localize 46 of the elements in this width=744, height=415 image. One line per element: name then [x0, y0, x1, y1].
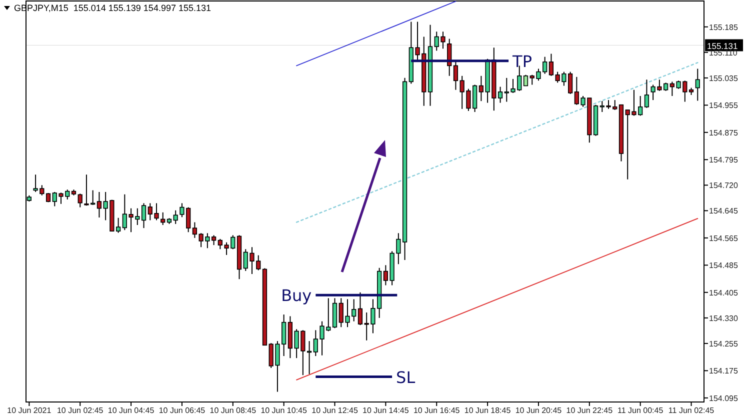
x-tick-label: 10 Jun 08:45 — [210, 406, 257, 415]
candlestick — [695, 68, 700, 102]
candlestick — [548, 53, 554, 76]
candlestick — [644, 79, 650, 108]
y-tick-label: 154.405 — [709, 288, 738, 298]
ref-line-label: 155.131 — [707, 40, 738, 51]
ref-line-label: SL — [396, 368, 416, 387]
y-tick-label: 154.095 — [709, 394, 738, 403]
x-tick-label: 10 Jun 14:45 — [362, 406, 410, 415]
candlestick — [192, 222, 198, 238]
candlestick — [453, 60, 458, 90]
y-tick-label: 155.185 — [709, 22, 738, 32]
candlestick — [332, 298, 338, 329]
candlestick — [211, 234, 216, 246]
x-tick-label: 11 Jun 00:45 — [618, 406, 664, 415]
y-tick-label: 154.565 — [709, 234, 738, 243]
candlestick — [498, 86, 503, 104]
ref-line-label: Buy — [281, 286, 312, 306]
x-tick-label: 10 Jun 04:45 — [108, 406, 155, 415]
candlestick — [160, 212, 166, 226]
y-tick-label: 155.035 — [709, 74, 738, 83]
candlestick — [358, 292, 363, 326]
candlestick — [78, 193, 82, 208]
y-tick-label: 154.255 — [709, 339, 738, 348]
candlestick — [523, 74, 528, 86]
y-tick-label: 154.720 — [709, 181, 738, 190]
candlestick — [141, 202, 146, 229]
x-tick-label: 10 Jun 06:45 — [158, 406, 206, 415]
y-tick-label: 154.175 — [709, 366, 738, 376]
x-tick-label: 10 Jun 2021 — [7, 406, 52, 415]
x-tick-label: 10 Jun 16:45 — [413, 406, 460, 415]
x-tick-label: 10 Jun 18:45 — [464, 406, 512, 415]
x-tick-label: 10 Jun 22:45 — [566, 406, 614, 415]
y-tick-label: 154.485 — [709, 261, 738, 270]
y-tick-label: 154.795 — [709, 156, 738, 165]
x-tick-label: 10 Jun 12:45 — [312, 406, 358, 415]
x-tick-label: 10 Jun 02:45 — [56, 406, 104, 415]
y-tick-label: 154.955 — [709, 101, 738, 110]
x-tick-label: 10 Jun 10:45 — [260, 406, 308, 415]
ref-line-label: TP — [512, 52, 532, 71]
x-tick-label: 11 Jun 02:45 — [668, 406, 715, 415]
x-tick-label: 10 Jun 20:45 — [515, 406, 562, 415]
y-tick-label: 154.330 — [709, 314, 738, 323]
y-tick-label: 154.875 — [709, 128, 738, 138]
candlestick — [96, 191, 102, 218]
y-tick-label: 154.645 — [709, 206, 738, 216]
